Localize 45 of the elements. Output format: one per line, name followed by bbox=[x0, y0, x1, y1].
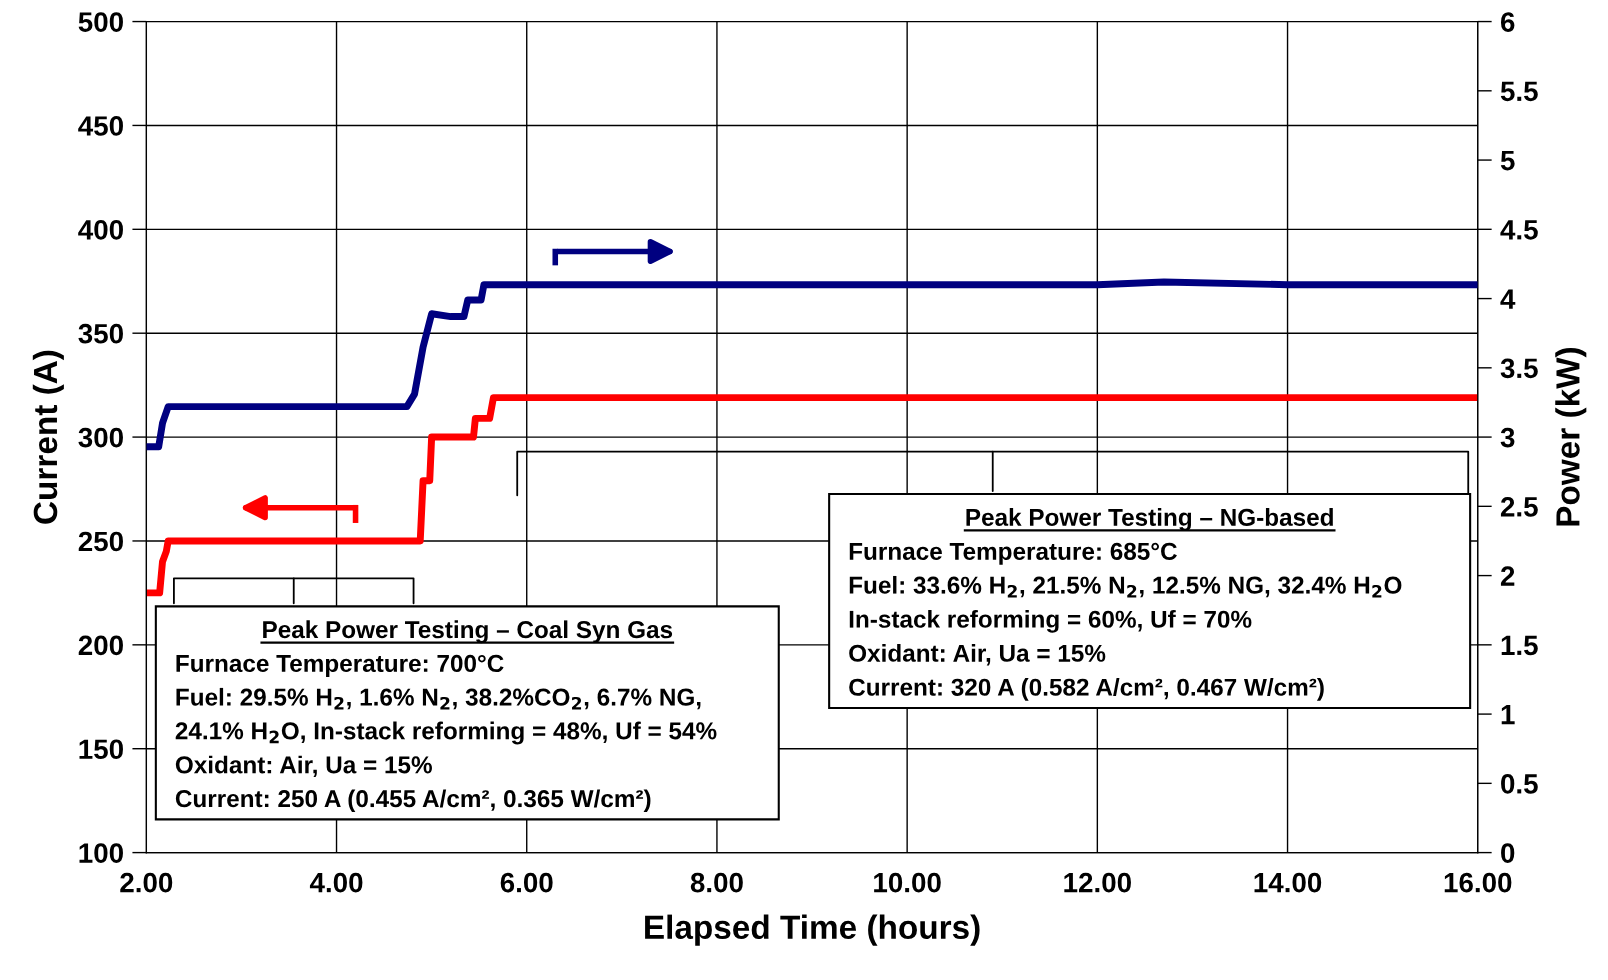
y-tick-label: 300 bbox=[78, 427, 123, 448]
x-tick-label: 4.00 bbox=[309, 872, 363, 893]
y2-tick-label: 1 bbox=[1501, 705, 1515, 725]
y2-tick-label: 3 bbox=[1500, 427, 1515, 448]
y-tick-label: 500 bbox=[78, 12, 123, 32]
y-tick-label: 200 bbox=[78, 635, 123, 656]
annotation: Oxidant: Air, Ua = 15% bbox=[849, 644, 1106, 666]
x-tick-label: 2.00 bbox=[120, 872, 173, 893]
x-tick-label: 10.00 bbox=[874, 872, 941, 893]
y-tick-label: 100 bbox=[79, 843, 123, 863]
y2-tick-label: 0 bbox=[1501, 843, 1515, 863]
annotation: Fuel: 29.5% H$_{2}$, 1.6% N$_{2}$, 38.2%CO$_{2}$, 6.7% NG, bbox=[176, 687, 701, 710]
annotation: Current: 320 A (0.582 A/cm², 0.467 W/cm²) bbox=[849, 677, 1324, 701]
y2-tick-label: 0.5 bbox=[1501, 774, 1538, 794]
y2-tick-label: 6 bbox=[1500, 12, 1515, 32]
x-tick-label: 12.00 bbox=[1064, 872, 1131, 893]
annotation: Furnace Temperature: 685°C bbox=[849, 542, 1177, 565]
annotation: Fuel: 33.6% H$_{2}$, 21.5% N$_{2}$, 12.5% NG, 32.4% H$_{2}$O bbox=[849, 575, 1402, 598]
x-axis-title: Elapsed Time (hours) bbox=[645, 914, 980, 946]
y2-axis-title: Power (kW) bbox=[1555, 347, 1587, 526]
y2-tick-label: 4 bbox=[1500, 289, 1516, 309]
x-tick-label: 8.00 bbox=[690, 872, 743, 893]
y2-tick-label: 1.5 bbox=[1501, 635, 1538, 656]
x-tick-label: 6.00 bbox=[500, 872, 553, 893]
y2-tick-label: 5.5 bbox=[1500, 81, 1538, 102]
y2-tick-label: 2.5 bbox=[1500, 497, 1538, 517]
annotation: Furnace Temperature: 700°C bbox=[176, 654, 504, 677]
annotation: 24.1% H$_{2}$O, In-stack reforming = 48%, Uf = 54% bbox=[175, 721, 717, 745]
y-tick-label: 350 bbox=[78, 323, 123, 344]
y-tick-label: 150 bbox=[79, 739, 123, 760]
annotation: Peak Power Testing – NG-based bbox=[966, 508, 1333, 531]
annotation: Current: 250 A (0.455 A/cm², 0.365 W/cm²) bbox=[175, 789, 651, 813]
y-tick-label: 250 bbox=[78, 531, 123, 552]
y2-tick-label: 2 bbox=[1500, 566, 1515, 586]
x-tick-label: 14.00 bbox=[1254, 872, 1322, 893]
y-tick-label: 450 bbox=[78, 116, 123, 136]
annotation: Peak Power Testing – Coal Syn Gas bbox=[263, 620, 673, 644]
x-tick-label: 16.00 bbox=[1444, 872, 1512, 893]
y2-tick-label: 4.5 bbox=[1500, 220, 1538, 240]
annotation: Oxidant: Air, Ua = 15% bbox=[175, 755, 432, 778]
y2-tick-label: 3.5 bbox=[1500, 358, 1538, 379]
y2-tick-label: 5 bbox=[1500, 151, 1515, 171]
annotation: In-stack reforming = 60%, Uf = 70% bbox=[849, 610, 1252, 633]
y-axis-title: Current (A) bbox=[32, 350, 64, 524]
y-tick-label: 400 bbox=[78, 219, 123, 240]
